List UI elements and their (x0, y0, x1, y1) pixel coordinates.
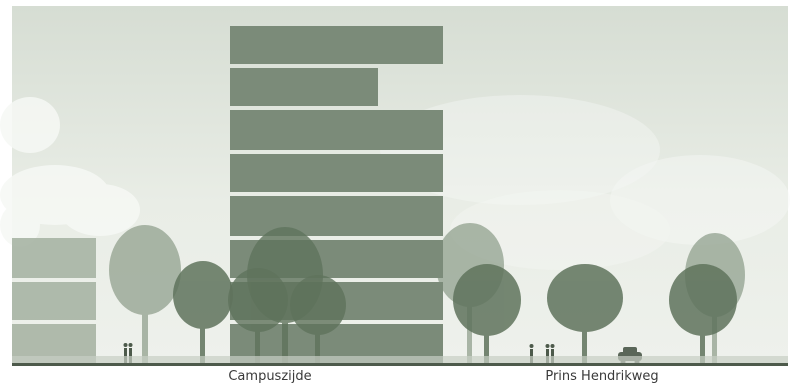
clouds (0, 95, 790, 270)
foreground-trees (173, 227, 737, 364)
tree (547, 264, 623, 364)
grass-strip (12, 356, 788, 364)
tree (228, 268, 288, 364)
label-prins-hendrikweg: Prins Hendrikweg (545, 369, 659, 384)
tree (173, 261, 233, 364)
tree (453, 264, 521, 364)
ground-line (12, 363, 788, 366)
tree (669, 264, 737, 364)
tree (290, 275, 346, 364)
label-campus-side: Campuszijde (228, 369, 312, 384)
left-building (12, 238, 96, 364)
